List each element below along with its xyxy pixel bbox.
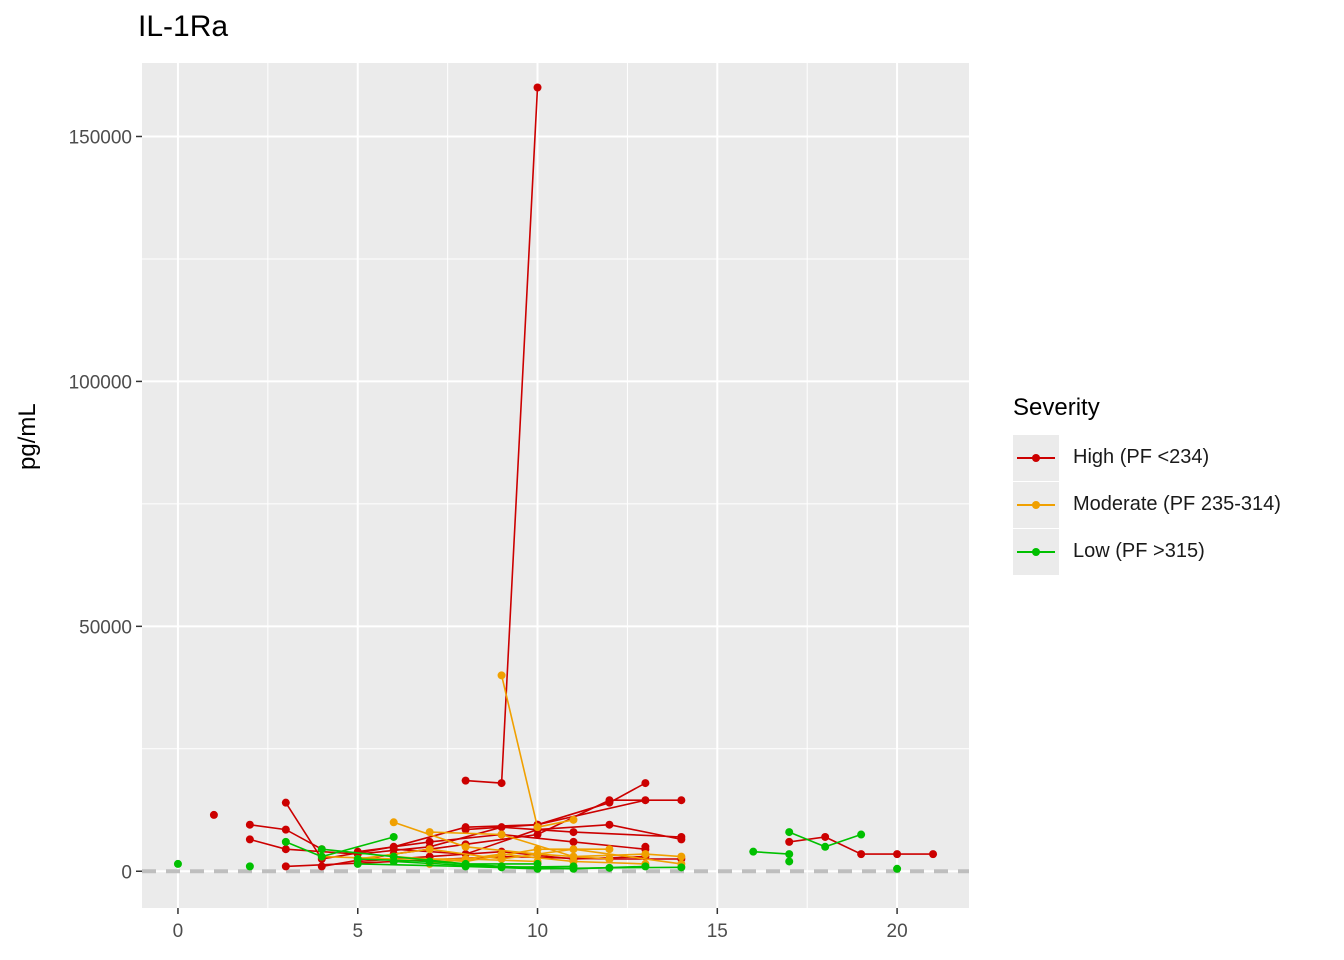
data-point [569, 815, 578, 824]
data-point [605, 863, 614, 872]
y-tick-label: 0 [121, 862, 132, 883]
legend-item-high: High (PF <234) [1013, 434, 1281, 481]
data-point [785, 828, 794, 837]
data-point [641, 850, 650, 859]
data-point [749, 847, 758, 856]
data-point [533, 845, 542, 854]
series-line [429, 853, 646, 865]
data-point [533, 823, 542, 832]
data-point [281, 845, 290, 854]
y-tick-label: 150000 [69, 127, 132, 148]
data-point [677, 863, 686, 872]
data-point [893, 850, 902, 859]
data-point [821, 832, 830, 841]
data-point [497, 671, 506, 680]
data-point [317, 852, 326, 861]
data-point [353, 859, 362, 868]
data-point [209, 810, 218, 819]
data-point [677, 852, 686, 861]
data-point [857, 830, 866, 839]
data-point [281, 825, 290, 834]
data-point [389, 857, 398, 866]
data-point [893, 864, 902, 873]
legend-key-high [1013, 434, 1059, 481]
data-point [785, 857, 794, 866]
series-2 [173, 828, 902, 873]
data-point [605, 845, 614, 854]
data-point [569, 837, 578, 846]
data-point [497, 779, 506, 788]
data-point [461, 842, 470, 851]
legend-label-high: High (PF <234) [1073, 446, 1210, 468]
data-point [497, 830, 506, 839]
data-point [641, 862, 650, 871]
data-point [821, 842, 830, 851]
x-tick-label: 15 [707, 921, 728, 942]
x-tick-label: 20 [887, 921, 908, 942]
x-tick-label: 10 [527, 921, 548, 942]
data-point [173, 859, 182, 868]
data-point [497, 850, 506, 859]
data-point [425, 845, 434, 854]
data-point [281, 862, 290, 871]
data-point [605, 820, 614, 829]
panel-background [142, 63, 969, 908]
data-point [245, 835, 254, 844]
legend-label-moderate: Moderate (PF 235-314) [1073, 493, 1281, 515]
data-point [857, 850, 866, 859]
data-point [245, 820, 254, 829]
series-line [753, 850, 790, 855]
data-point [641, 779, 650, 788]
data-point [605, 796, 614, 805]
data-point [569, 828, 578, 837]
data-point [389, 845, 398, 854]
legend-key-low [1013, 528, 1059, 575]
legend: Severity High (PF <234) Moderate (PF 235… [1013, 394, 1281, 575]
data-point [533, 864, 542, 873]
data-point [389, 832, 398, 841]
x-tick-label: 0 [173, 921, 184, 942]
data-point [641, 842, 650, 851]
legend-label-low: Low (PF >315) [1073, 540, 1205, 562]
data-point [425, 828, 434, 837]
data-point [245, 862, 254, 871]
data-point [317, 862, 326, 871]
data-point [929, 850, 938, 859]
legend-key-moderate [1013, 481, 1059, 528]
data-point [785, 837, 794, 846]
data-point [497, 863, 506, 872]
data-point [461, 776, 470, 785]
y-tick-label: 100000 [69, 372, 132, 393]
x-tick-label: 5 [352, 921, 363, 942]
legend-item-low: Low (PF >315) [1013, 528, 1281, 575]
data-point [461, 862, 470, 871]
data-point [353, 847, 362, 856]
legend-item-moderate: Moderate (PF 235-314) [1013, 481, 1281, 528]
data-point [677, 835, 686, 844]
data-point [785, 850, 794, 859]
data-point [281, 798, 290, 807]
y-tick-label: 50000 [79, 617, 132, 638]
data-point [425, 837, 434, 846]
chart-title: IL-1Ra [138, 10, 229, 43]
data-point [317, 845, 326, 854]
data-point [641, 796, 650, 805]
data-point [461, 825, 470, 834]
data-point [281, 837, 290, 846]
data-point [389, 818, 398, 827]
data-point [605, 855, 614, 864]
legend-title: Severity [1013, 394, 1100, 421]
data-point [533, 83, 542, 92]
data-point [569, 862, 578, 871]
data-point [677, 796, 686, 805]
